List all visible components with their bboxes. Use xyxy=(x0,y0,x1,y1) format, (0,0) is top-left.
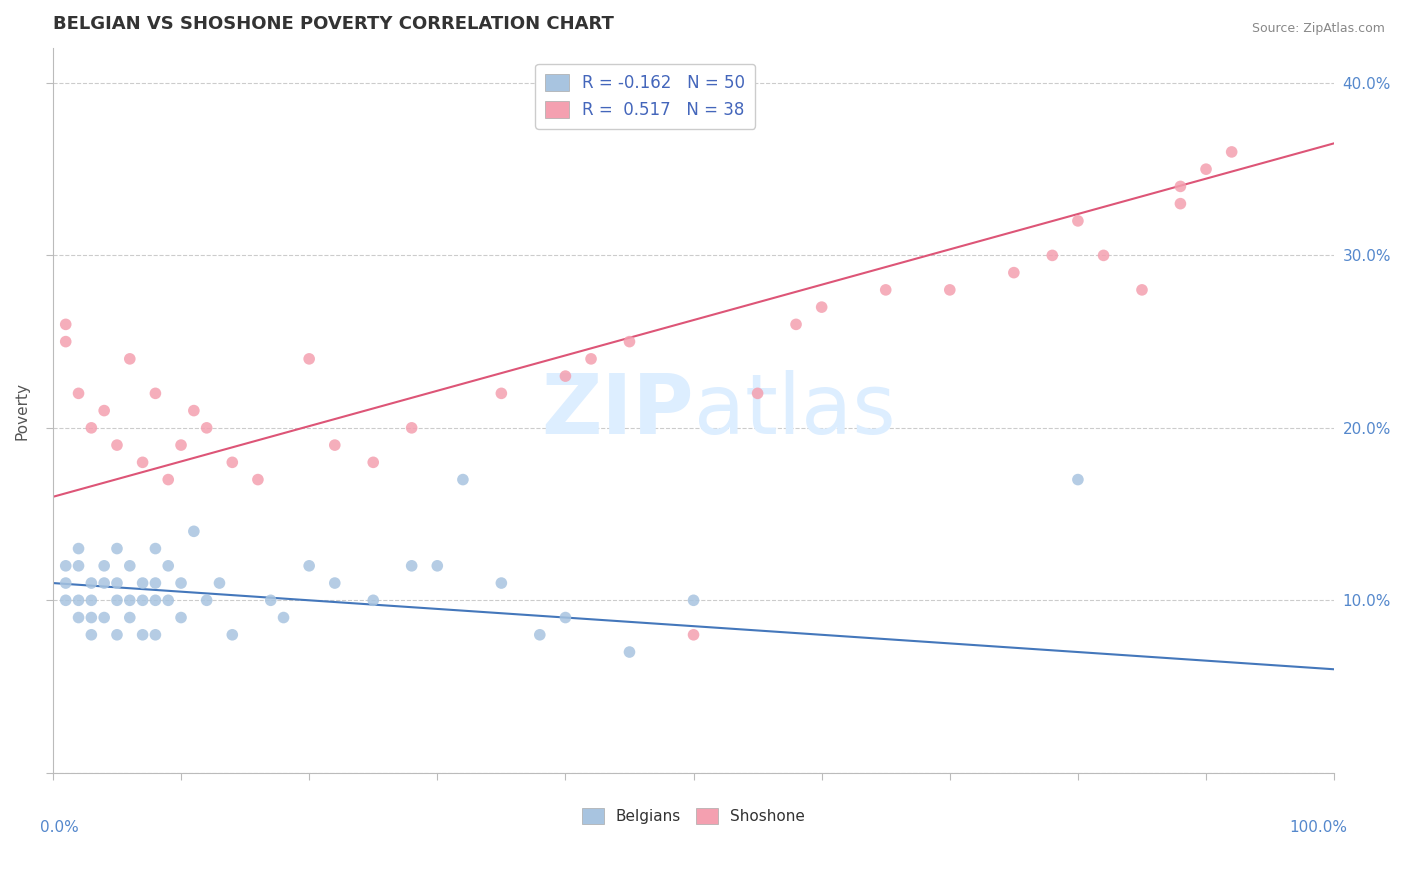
Y-axis label: Poverty: Poverty xyxy=(15,382,30,440)
Point xyxy=(323,576,346,591)
Point xyxy=(491,386,513,401)
Point xyxy=(554,610,576,624)
Text: 0.0%: 0.0% xyxy=(41,820,79,835)
Point xyxy=(1092,248,1115,262)
Point xyxy=(118,351,141,366)
Text: Source: ZipAtlas.com: Source: ZipAtlas.com xyxy=(1251,22,1385,36)
Point xyxy=(105,593,128,607)
Point xyxy=(221,455,243,469)
Point xyxy=(747,386,769,401)
Point xyxy=(1002,266,1025,280)
Point xyxy=(1040,248,1063,262)
Point xyxy=(93,558,115,573)
Point xyxy=(93,576,115,591)
Point xyxy=(451,473,474,487)
Point xyxy=(1170,196,1192,211)
Point xyxy=(157,593,180,607)
Point xyxy=(939,283,962,297)
Point xyxy=(55,576,77,591)
Point xyxy=(579,351,602,366)
Point xyxy=(273,610,295,624)
Point xyxy=(105,576,128,591)
Point xyxy=(67,541,90,556)
Point xyxy=(67,610,90,624)
Point xyxy=(80,576,103,591)
Point xyxy=(67,558,90,573)
Point xyxy=(55,593,77,607)
Point xyxy=(682,593,704,607)
Point xyxy=(145,541,167,556)
Point xyxy=(145,628,167,642)
Point xyxy=(195,421,218,435)
Point xyxy=(361,455,384,469)
Point xyxy=(131,576,153,591)
Point xyxy=(1067,473,1090,487)
Point xyxy=(170,438,193,452)
Point xyxy=(208,576,231,591)
Point xyxy=(619,645,641,659)
Point xyxy=(810,300,832,314)
Point xyxy=(195,593,218,607)
Legend: Belgians, Shoshone: Belgians, Shoshone xyxy=(576,802,811,830)
Point xyxy=(80,593,103,607)
Point xyxy=(426,558,449,573)
Point xyxy=(67,386,90,401)
Point xyxy=(875,283,897,297)
Point xyxy=(55,334,77,349)
Point xyxy=(221,628,243,642)
Point xyxy=(80,610,103,624)
Point xyxy=(131,593,153,607)
Point xyxy=(682,628,704,642)
Text: BELGIAN VS SHOSHONE POVERTY CORRELATION CHART: BELGIAN VS SHOSHONE POVERTY CORRELATION … xyxy=(53,15,614,33)
Point xyxy=(170,610,193,624)
Point xyxy=(1130,283,1153,297)
Point xyxy=(80,421,103,435)
Point xyxy=(157,558,180,573)
Point xyxy=(401,558,423,573)
Point xyxy=(260,593,283,607)
Point xyxy=(118,610,141,624)
Point xyxy=(401,421,423,435)
Text: ZIP: ZIP xyxy=(541,370,693,451)
Point xyxy=(105,438,128,452)
Text: 100.0%: 100.0% xyxy=(1289,820,1347,835)
Point xyxy=(491,576,513,591)
Point xyxy=(145,576,167,591)
Point xyxy=(554,369,576,384)
Point xyxy=(246,473,269,487)
Point xyxy=(361,593,384,607)
Point xyxy=(785,318,807,332)
Point xyxy=(323,438,346,452)
Point xyxy=(157,473,180,487)
Point xyxy=(131,455,153,469)
Point xyxy=(145,593,167,607)
Point xyxy=(183,403,205,417)
Text: atlas: atlas xyxy=(693,370,896,451)
Point xyxy=(1220,145,1243,159)
Point xyxy=(55,318,77,332)
Point xyxy=(105,541,128,556)
Point xyxy=(183,524,205,539)
Point xyxy=(298,558,321,573)
Point xyxy=(145,386,167,401)
Point xyxy=(118,558,141,573)
Point xyxy=(105,628,128,642)
Point xyxy=(1170,179,1192,194)
Point xyxy=(619,334,641,349)
Point xyxy=(93,403,115,417)
Point xyxy=(131,628,153,642)
Point xyxy=(170,576,193,591)
Point xyxy=(529,628,551,642)
Point xyxy=(118,593,141,607)
Point xyxy=(1067,214,1090,228)
Point xyxy=(93,610,115,624)
Point xyxy=(80,628,103,642)
Point xyxy=(298,351,321,366)
Point xyxy=(55,558,77,573)
Point xyxy=(1195,162,1218,177)
Point xyxy=(67,593,90,607)
